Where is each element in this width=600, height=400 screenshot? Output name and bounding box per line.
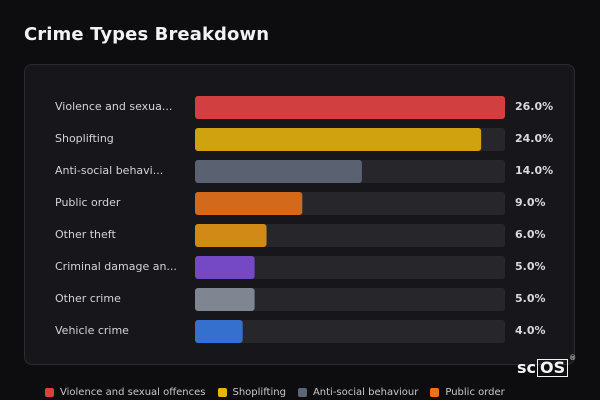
bar-track <box>195 224 505 247</box>
legend-item: Public order <box>430 387 505 398</box>
legend-label: Shoplifting <box>232 387 286 398</box>
chart-title: Crime Types Breakdown <box>24 24 270 45</box>
value-label: 5.0% <box>515 260 546 273</box>
bar <box>195 256 255 279</box>
legend-item: Shoplifting <box>217 387 286 398</box>
legend-swatch <box>45 388 54 397</box>
bar-track <box>195 256 505 279</box>
bar-chart <box>195 96 505 343</box>
value-label: 26.0% <box>515 100 554 113</box>
category-label: Shoplifting <box>55 132 114 145</box>
bar <box>195 160 362 183</box>
legend-label: Anti-social behaviour <box>312 387 419 398</box>
legend-swatch <box>297 388 307 397</box>
legend-label: Violence and sexual offences <box>60 387 206 398</box>
legend-item: Violence and sexual offences <box>45 387 206 398</box>
bar <box>195 224 267 247</box>
bar <box>195 128 482 151</box>
category-label: Public order <box>55 196 121 209</box>
category-label: Violence and sexua... <box>55 100 173 113</box>
chart-card <box>24 64 575 365</box>
value-label: 24.0% <box>515 132 554 145</box>
value-label: 14.0% <box>515 164 554 177</box>
bar <box>195 96 505 119</box>
category-label: Other crime <box>55 292 121 305</box>
bar <box>195 192 303 215</box>
value-label: 4.0% <box>515 324 546 337</box>
legend-swatch <box>430 388 440 397</box>
legend-swatch <box>217 388 227 397</box>
bar <box>195 320 243 343</box>
bar-track <box>195 320 505 343</box>
logo-prefix: sc <box>517 358 537 377</box>
value-label: 9.0% <box>515 196 546 209</box>
legend-item: Anti-social behaviour <box>297 387 419 398</box>
value-label: 5.0% <box>515 292 546 305</box>
category-label: Other theft <box>55 228 116 241</box>
bar <box>195 288 255 311</box>
scos-logo: sc OS ® <box>517 354 576 377</box>
logo-boxed-text: OS <box>537 358 569 377</box>
value-label: 6.0% <box>515 228 546 241</box>
category-label: Anti-social behavi... <box>55 164 164 177</box>
bar-track <box>195 288 505 311</box>
registered-mark: ® <box>569 354 577 362</box>
chart-legend: Violence and sexual offences Shoplifting A… <box>45 387 517 398</box>
category-label: Vehicle crime <box>55 324 129 337</box>
category-label: Criminal damage an... <box>55 260 177 273</box>
legend-label: Public order <box>445 387 505 398</box>
